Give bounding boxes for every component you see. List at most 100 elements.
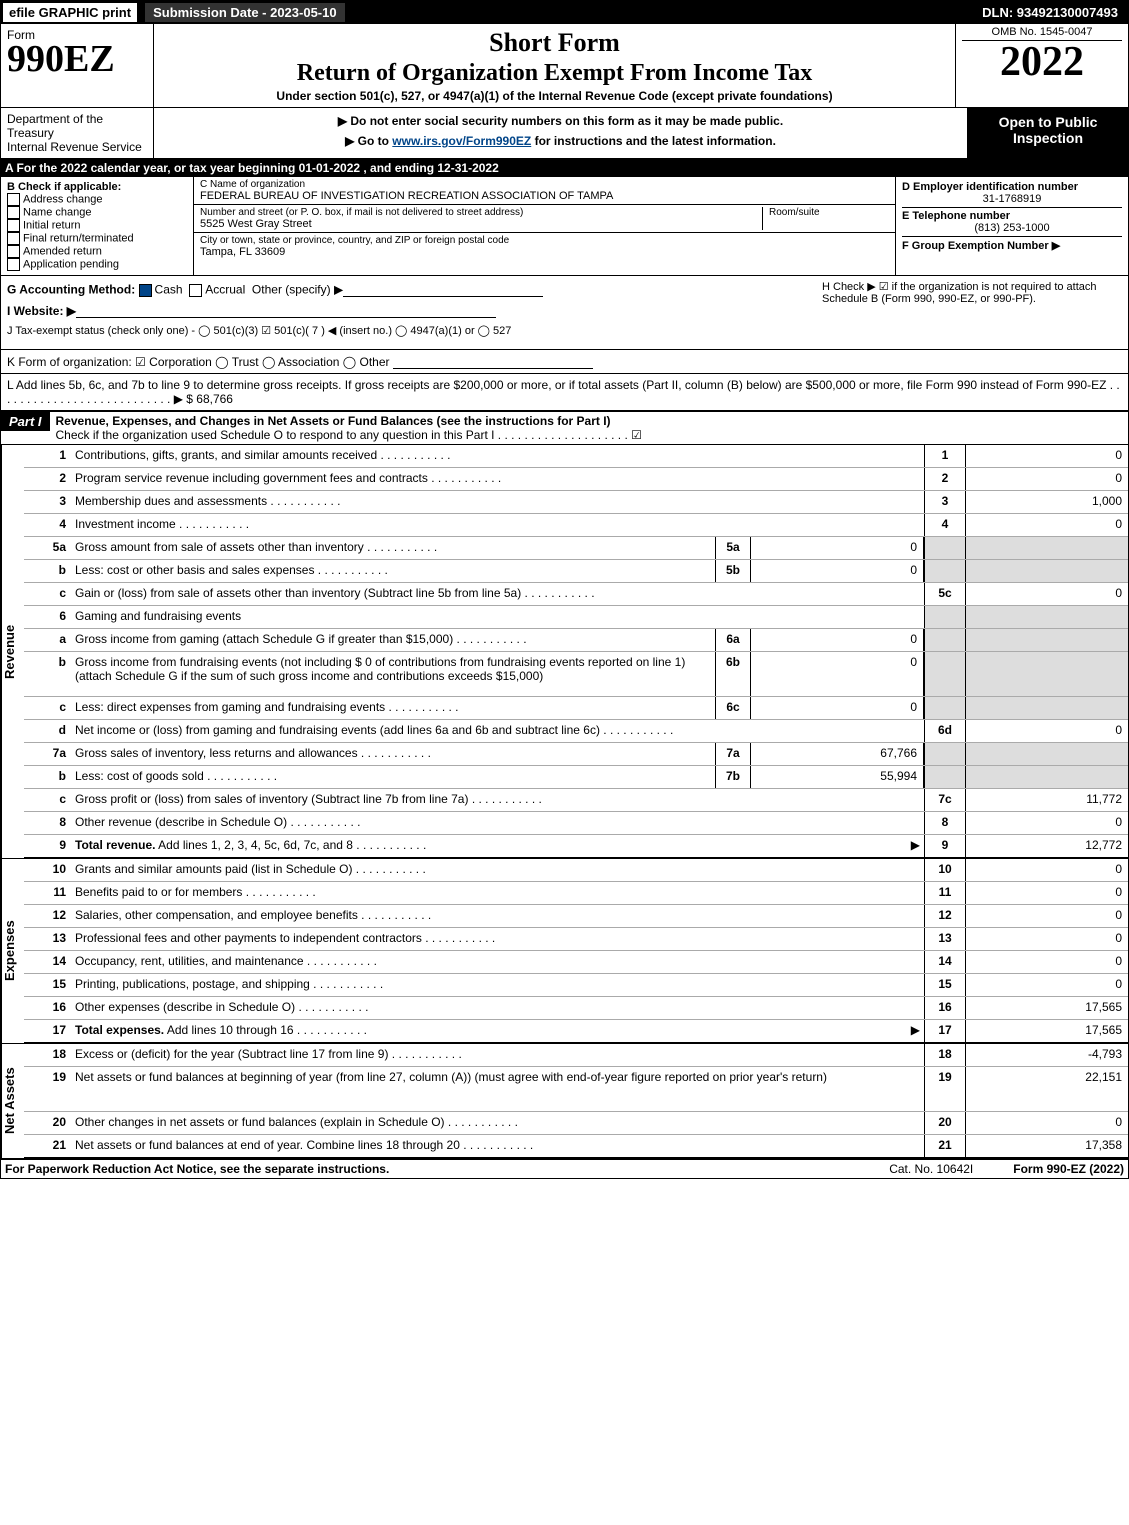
box-number: 3 <box>924 491 966 513</box>
line-number: 9 <box>24 835 71 857</box>
box-number: 18 <box>924 1044 966 1066</box>
box-number: 17 <box>924 1020 966 1042</box>
chk-name-change[interactable]: Name change <box>7 206 187 219</box>
line-6a: aGross income from gaming (attach Schedu… <box>24 629 1128 652</box>
chk-accrual[interactable] <box>189 284 202 297</box>
line-number: 7a <box>24 743 71 765</box>
chk-initial-return[interactable]: Initial return <box>7 219 187 232</box>
footer-right: Form 990-EZ (2022) <box>1013 1162 1124 1176</box>
line-desc: Contributions, gifts, grants, and simila… <box>71 445 924 467</box>
box-value <box>966 652 1128 696</box>
e-phone-label: E Telephone number <box>902 207 1122 222</box>
line-13: 13Professional fees and other payments t… <box>24 928 1128 951</box>
city-label: City or town, state or province, country… <box>200 235 889 246</box>
line-desc: Less: cost of goods sold . . . . . . . .… <box>71 766 715 788</box>
irs-link[interactable]: www.irs.gov/Form990EZ <box>392 134 531 148</box>
line-15: 15Printing, publications, postage, and s… <box>24 974 1128 997</box>
box-value: 0 <box>966 905 1128 927</box>
line-number: b <box>24 766 71 788</box>
instructions-box: ▶ Do not enter social security numbers o… <box>154 108 968 158</box>
org-name: FEDERAL BUREAU OF INVESTIGATION RECREATI… <box>200 190 889 202</box>
part1-check: Check if the organization used Schedule … <box>56 428 642 442</box>
line-2: 2Program service revenue including gover… <box>24 468 1128 491</box>
box-number: 7c <box>924 789 966 811</box>
box-number <box>924 606 966 628</box>
efile-print-button[interactable]: efile GRAPHIC print <box>1 1 139 24</box>
box-number <box>924 766 966 788</box>
box-number: 15 <box>924 974 966 996</box>
box-value: 0 <box>966 951 1128 973</box>
section-a: A For the 2022 calendar year, or tax yea… <box>1 159 1128 177</box>
line-number: b <box>24 652 71 696</box>
line-desc: Total expenses. Add lines 10 through 16 … <box>71 1020 924 1042</box>
part1-label: Part I <box>1 412 50 431</box>
chk-amended-return[interactable]: Amended return <box>7 245 187 258</box>
ein: 31-1768919 <box>902 193 1122 205</box>
box-value: 17,358 <box>966 1135 1128 1157</box>
box-number: 21 <box>924 1135 966 1157</box>
line-desc: Printing, publications, postage, and shi… <box>71 974 924 996</box>
line-desc: Gross income from fundraising events (no… <box>71 652 715 696</box>
expenses-lines: 10Grants and similar amounts paid (list … <box>24 859 1128 1043</box>
line-12: 12Salaries, other compensation, and empl… <box>24 905 1128 928</box>
line-desc: Excess or (deficit) for the year (Subtra… <box>71 1044 924 1066</box>
line-number: a <box>24 629 71 651</box>
dept-row: Department of the Treasury Internal Reve… <box>1 108 1128 159</box>
k-text: K Form of organization: ☑ Corporation ◯ … <box>7 355 390 369</box>
goto-note: ▶ Go to www.irs.gov/Form990EZ for instru… <box>160 134 961 148</box>
box-value <box>966 606 1128 628</box>
k-other-input[interactable] <box>393 354 593 369</box>
sub-line-number: 5b <box>715 560 751 582</box>
other-specify-input[interactable] <box>343 282 543 297</box>
line-14: 14Occupancy, rent, utilities, and mainte… <box>24 951 1128 974</box>
org-name-cell: C Name of organization FEDERAL BUREAU OF… <box>194 177 895 205</box>
box-value <box>966 537 1128 559</box>
line-desc: Net assets or fund balances at end of ye… <box>71 1135 924 1157</box>
line-20: 20Other changes in net assets or fund ba… <box>24 1112 1128 1135</box>
box-value: 0 <box>966 514 1128 536</box>
box-number <box>924 652 966 696</box>
l-row: L Add lines 5b, 6c, and 7b to line 9 to … <box>1 374 1128 411</box>
address-cell: Number and street (or P. O. box, if mail… <box>194 205 895 233</box>
footer-left: For Paperwork Reduction Act Notice, see … <box>5 1162 389 1176</box>
chk-address-change[interactable]: Address change <box>7 193 187 206</box>
box-number: 8 <box>924 812 966 834</box>
tax-year: 2022 <box>962 41 1122 83</box>
box-number: 11 <box>924 882 966 904</box>
box-number: 19 <box>924 1067 966 1111</box>
box-value: 0 <box>966 1112 1128 1134</box>
website-input[interactable] <box>76 303 496 318</box>
box-number: 12 <box>924 905 966 927</box>
box-value: 0 <box>966 812 1128 834</box>
chk-application-pending[interactable]: Application pending <box>7 258 187 271</box>
line-16: 16Other expenses (describe in Schedule O… <box>24 997 1128 1020</box>
line-number: 1 <box>24 445 71 467</box>
line-number: b <box>24 560 71 582</box>
sub-line-number: 6b <box>715 652 751 696</box>
line-number: 8 <box>24 812 71 834</box>
box-number: 4 <box>924 514 966 536</box>
box-value: 0 <box>966 928 1128 950</box>
line-desc: Salaries, other compensation, and employ… <box>71 905 924 927</box>
chk-final-return[interactable]: Final return/terminated <box>7 232 187 245</box>
line-desc: Gaming and fundraising events <box>71 606 924 628</box>
line-desc: Grants and similar amounts paid (list in… <box>71 859 924 881</box>
line-5b: bLess: cost or other basis and sales exp… <box>24 560 1128 583</box>
sub-line-value: 0 <box>751 560 924 582</box>
box-number: 16 <box>924 997 966 1019</box>
line-number: 18 <box>24 1044 71 1066</box>
line-number: c <box>24 697 71 719</box>
line-number: 3 <box>24 491 71 513</box>
bf-block: B Check if applicable: Address change Na… <box>1 177 1128 276</box>
line-number: 15 <box>24 974 71 996</box>
line-17: 17Total expenses. Add lines 10 through 1… <box>24 1020 1128 1043</box>
title-box: Short Form Return of Organization Exempt… <box>154 24 956 107</box>
line-6: 6Gaming and fundraising events <box>24 606 1128 629</box>
line-desc: Net assets or fund balances at beginning… <box>71 1067 924 1111</box>
line-number: 11 <box>24 882 71 904</box>
line-number: 2 <box>24 468 71 490</box>
chk-cash[interactable] <box>139 284 152 297</box>
room-label: Room/suite <box>769 207 889 218</box>
header-row: Form 990EZ Short Form Return of Organiza… <box>1 24 1128 108</box>
line-number: 16 <box>24 997 71 1019</box>
